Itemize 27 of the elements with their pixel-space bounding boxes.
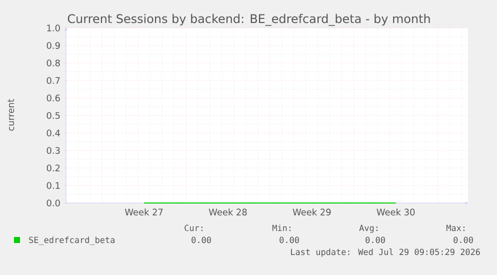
text: 0.00: [280, 236, 299, 244]
y-tick-label: 1.0: [47, 24, 60, 32]
x-tick-label: Week 27: [124, 208, 163, 216]
y-tick-label: 0.9: [46, 42, 60, 49]
x-tick-label: Week 30: [376, 208, 415, 216]
legend-label: SE_edrefcard_beta: [29, 236, 114, 245]
text: 0.00: [192, 236, 211, 244]
y-tick-label: 0.1: [46, 182, 60, 189]
text: 0.00: [454, 236, 473, 244]
y-tick-label: 0.6: [46, 94, 60, 102]
text: Cur:: [184, 224, 202, 232]
y-tick-label: 0.0: [46, 200, 60, 206]
y-tick-label: 0.7: [46, 77, 60, 84]
text: Last update: Wed Jul 29 09:05:29 2026: [291, 248, 480, 257]
x-tick-label: Week 29: [292, 208, 331, 216]
x-tick-label: Week 28: [208, 208, 247, 216]
y-tick-label: 0.4: [46, 130, 60, 136]
y-tick-label: 0.5: [46, 112, 60, 119]
text: Min:: [272, 224, 290, 231]
y-axis-title: current: [8, 99, 14, 131]
text: 0.00: [366, 236, 385, 244]
y-tick-label: 0.3: [46, 147, 60, 154]
y-tick-label: 0.8: [46, 60, 60, 66]
text: Avg:: [359, 224, 378, 233]
chart-title: Current Sessions by backend: BE_edrefcard_beta - by month: [68, 14, 430, 26]
text: Max:: [446, 224, 464, 232]
y-tick-label: 0.2: [46, 164, 60, 172]
